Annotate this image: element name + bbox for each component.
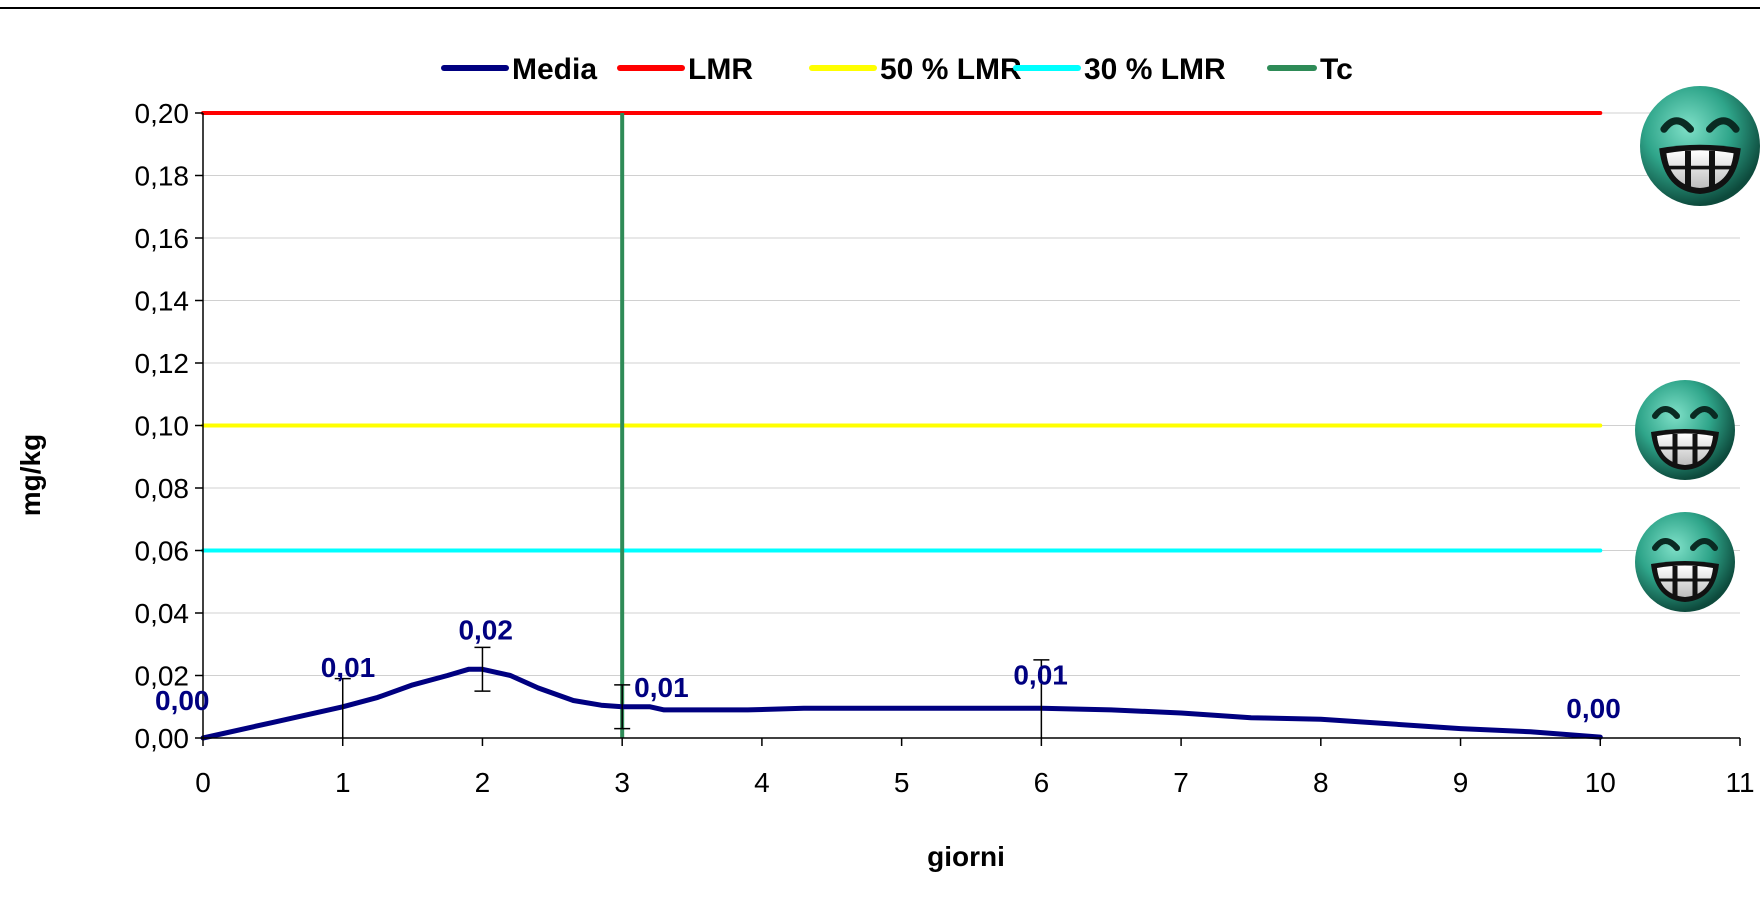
legend: Media LMR 50 % LMR 30 % LMR Tc: [441, 53, 1353, 86]
y-tick-label: 0,10: [135, 411, 190, 442]
y-tick-label: 0,12: [135, 348, 190, 379]
y-tick-label: 0,00: [135, 723, 190, 754]
data-labels: 0,00 0,01 0,02 0,01 0,01 0,00: [155, 614, 1621, 724]
legend-item: LMR: [617, 53, 753, 86]
error-bar: [334, 677, 351, 738]
x-tick-label: 4: [754, 767, 770, 798]
data-label: 0,02: [458, 614, 513, 645]
error-bar: [1033, 659, 1050, 738]
legend-label: 50 % LMR: [880, 53, 1022, 86]
y-axis-title: mg/kg: [15, 434, 46, 516]
error-bars: [334, 646, 1050, 738]
icons: [1635, 86, 1760, 612]
error-bar: [614, 684, 631, 730]
data-label: 0,00: [1566, 693, 1621, 724]
x-tick-label: 5: [894, 767, 910, 798]
reference-lines: [201, 111, 1603, 738]
data-label: 0,01: [321, 652, 376, 683]
x-tick-label: 11: [1725, 767, 1754, 798]
legend-label: 30 % LMR: [1084, 53, 1226, 86]
series-line-media: [200, 666, 1603, 741]
legend-item: Media: [441, 53, 597, 86]
grinning-face-icon: [1635, 380, 1735, 480]
x-tick-label: 0: [195, 767, 211, 798]
error-bar: [474, 646, 491, 692]
y-tick-label: 0,06: [135, 536, 190, 567]
data-label: 0,00: [155, 685, 210, 716]
x-tick-label: 2: [475, 767, 491, 798]
grinning-face-icon: [1640, 86, 1760, 206]
y-tick-label: 0,02: [135, 661, 190, 692]
x-tick-label: 6: [1034, 767, 1050, 798]
series-layer: [200, 666, 1603, 741]
data-label: 0,01: [1013, 659, 1068, 690]
legend-label: Media: [512, 53, 597, 86]
data-label: 0,01: [634, 672, 689, 703]
x-axis-title: giorni: [927, 841, 1005, 872]
gridlines: [203, 112, 1740, 676]
legend-item: Tc: [1267, 53, 1353, 86]
y-tick-label: 0,08: [135, 473, 190, 504]
x-tick-label: 1: [335, 767, 351, 798]
y-tick-label: 0,04: [135, 598, 190, 629]
x-tick-label: 3: [614, 767, 630, 798]
x-tick-label: 8: [1313, 767, 1329, 798]
y-tick-label: 0,20: [135, 98, 190, 129]
x-tick-label: 7: [1173, 767, 1189, 798]
x-tick-label: 10: [1585, 767, 1616, 798]
x-tick-label: 9: [1453, 767, 1469, 798]
y-tick-label: 0,16: [135, 223, 190, 254]
legend-label: Tc: [1320, 53, 1353, 86]
legend-item: 30 % LMR: [1013, 53, 1226, 86]
y-tick-label: 0,18: [135, 161, 190, 192]
y-tick-label: 0,14: [135, 286, 190, 317]
grinning-face-icon: [1635, 512, 1735, 612]
legend-item: 50 % LMR: [809, 53, 1022, 86]
axes: 0,000,020,040,060,080,100,120,140,160,18…: [135, 98, 1755, 798]
legend-label: LMR: [688, 53, 753, 86]
